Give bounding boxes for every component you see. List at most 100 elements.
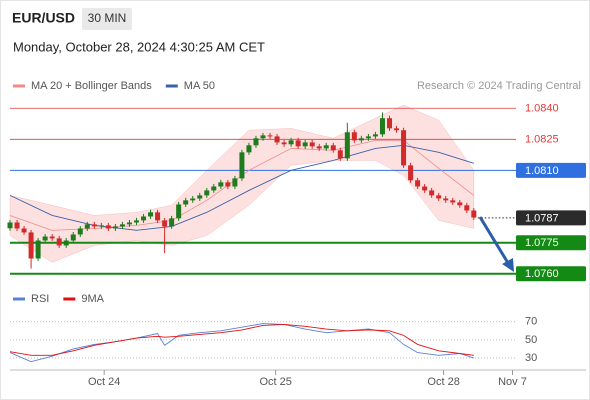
timeframe: 30 MIN [88, 11, 127, 25]
legend-swatch [165, 84, 178, 88]
candle-body [63, 240, 69, 246]
candle-body [84, 224, 90, 229]
candle-body [218, 182, 224, 187]
legend-label: RSI [31, 293, 49, 305]
candle-body [358, 138, 364, 141]
candle-body [70, 234, 76, 241]
candle-body [190, 198, 196, 201]
candle-body [155, 212, 161, 221]
candle-body [105, 225, 111, 229]
level-box [516, 210, 586, 226]
x-tick-label: Nov 7 [498, 376, 527, 388]
candle-body [288, 140, 294, 145]
candle-body [302, 142, 308, 147]
level-label: 1.0825 [525, 134, 559, 146]
candle-body [176, 204, 182, 219]
candle-body [7, 222, 13, 229]
x-tick-label: Oct 25 [259, 376, 291, 388]
indicator-line [9, 323, 474, 363]
candle-body [274, 136, 280, 143]
legend-label: MA 50 [184, 80, 215, 92]
candle-body [281, 142, 287, 145]
level-label: 1.0760 [525, 268, 559, 280]
candle-body [323, 145, 329, 149]
candle-body [457, 202, 463, 206]
level-label: 1.0775 [525, 237, 559, 249]
candle-body [42, 236, 48, 241]
candle-body [28, 232, 34, 259]
x-tick-label: Oct 28 [427, 376, 459, 388]
indicator-line [9, 324, 474, 356]
candle-body [337, 150, 343, 159]
projection-arrow [478, 216, 510, 264]
candle-body [246, 145, 252, 153]
candle-body [344, 132, 350, 159]
candle-body [464, 205, 470, 211]
candle-body [232, 178, 238, 187]
candle-body [21, 228, 27, 233]
candle-body [422, 186, 428, 191]
candle-body [253, 138, 259, 146]
level-label: 1.0810 [525, 165, 559, 177]
candle-body [119, 224, 125, 227]
candle-body [415, 180, 421, 187]
legend-swatch [13, 84, 25, 88]
level-box [516, 235, 586, 251]
candle-body [295, 140, 301, 147]
candle-body [35, 240, 41, 259]
candle-body [204, 190, 210, 196]
datetime: Monday, October 28, 2024 4:30:25 AM CET [13, 39, 265, 54]
y-tick-label: 50 [525, 334, 537, 346]
level-label: 1.0787 [525, 212, 559, 224]
candle-body [436, 195, 442, 199]
label-layer: MA 20 + Bollinger Bands MA 50 1.0840 1.0825… [13, 80, 586, 388]
candle-body [429, 190, 435, 196]
symbol: EUR/USD [12, 10, 75, 26]
candle-body [471, 210, 477, 218]
candle-body [450, 200, 456, 203]
candle-body [387, 118, 392, 129]
x-tick-label: Oct 24 [88, 376, 120, 388]
candle-body [260, 135, 266, 139]
candle-body [98, 225, 104, 227]
candle-body [394, 128, 400, 131]
candle-body [49, 236, 55, 239]
credit: Research © 2024 Trading Central [417, 80, 581, 92]
timeframe-box [82, 8, 132, 30]
candle-body [183, 200, 189, 205]
candle-body [134, 220, 139, 223]
candle-body [401, 130, 407, 166]
candle-body [77, 228, 83, 235]
legend-label: 9MA [81, 293, 104, 305]
y-tick-label: 30 [525, 352, 537, 364]
candle-body [239, 152, 245, 179]
candle-body [112, 226, 118, 229]
legend-swatch [63, 297, 76, 301]
candle-body [225, 182, 231, 187]
candle-body [162, 220, 168, 227]
level-label: 1.0840 [525, 103, 559, 115]
candle-body [148, 212, 154, 217]
rsi-layer [9, 321, 516, 363]
arrow-head [502, 258, 514, 272]
candle-body [267, 135, 273, 137]
candle-body [169, 218, 175, 227]
level-box [516, 162, 586, 178]
candle-body [91, 224, 97, 227]
y-tick-label: 70 [525, 316, 537, 328]
legend-swatch [13, 297, 25, 301]
candle-body [141, 216, 147, 221]
candle-body [443, 198, 449, 201]
legend-label: MA 20 + Bollinger Bands [31, 80, 152, 92]
candle-body [126, 222, 132, 225]
price-layer [7, 112, 477, 269]
candle-body [14, 222, 20, 229]
candle-body [211, 186, 217, 191]
candle-body [309, 142, 315, 147]
candle-body [365, 136, 371, 139]
candle-body [316, 146, 322, 149]
candle-body [197, 195, 203, 199]
